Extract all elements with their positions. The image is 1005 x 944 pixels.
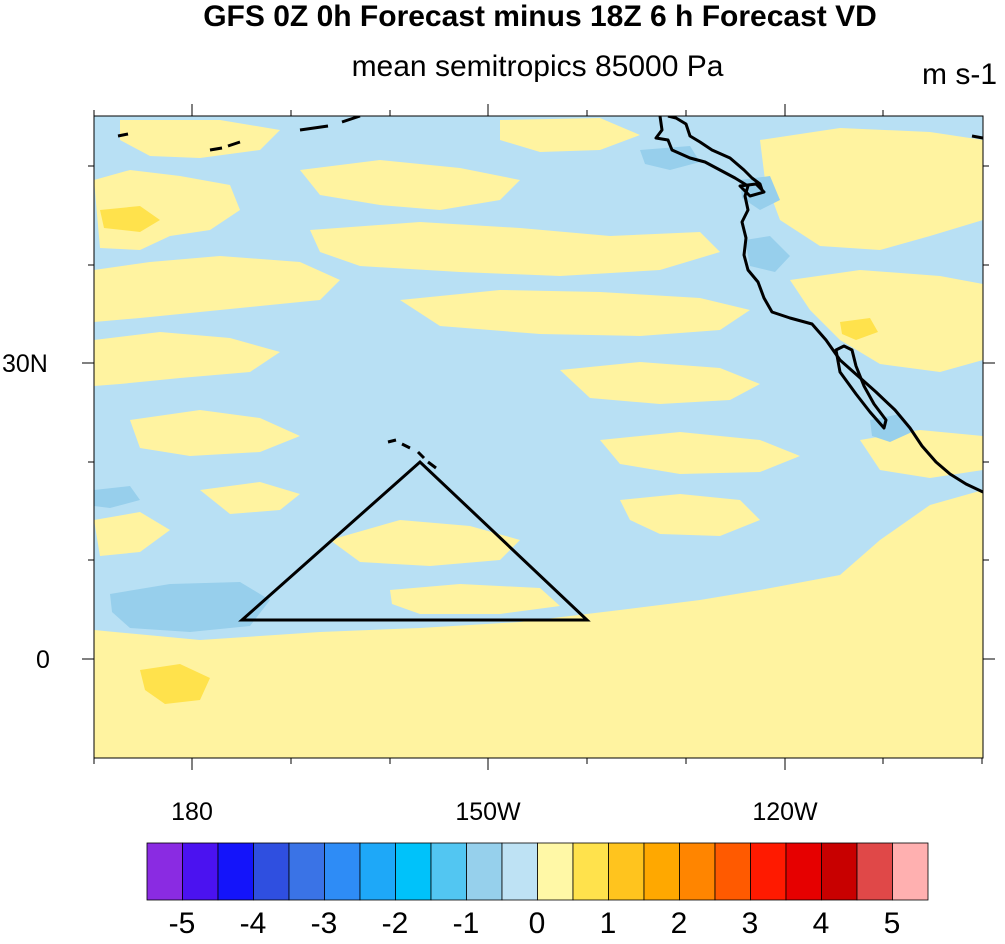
map-border bbox=[93, 115, 984, 759]
colorbar bbox=[146, 842, 929, 901]
colorbar-label: -3 bbox=[310, 907, 338, 940]
colorbar-label: 4 bbox=[812, 907, 830, 940]
colorbar-label: 0 bbox=[528, 907, 546, 940]
units-label: m s-1 bbox=[922, 58, 997, 91]
colorbar-swatch bbox=[714, 842, 751, 901]
region-triangle bbox=[238, 459, 591, 622]
colorbar-label: -5 bbox=[168, 907, 196, 940]
colorbar-swatch bbox=[537, 842, 574, 901]
colorbar-swatch bbox=[608, 842, 645, 901]
colorbar-swatch bbox=[679, 842, 716, 901]
colorbar-swatch bbox=[643, 842, 680, 901]
colorbar-label: 3 bbox=[741, 907, 759, 940]
colorbar-label: -2 bbox=[381, 907, 409, 940]
colorbar-swatch bbox=[146, 842, 183, 901]
colorbar-swatch bbox=[395, 842, 432, 901]
colorbar-swatch bbox=[430, 842, 467, 901]
lat-label-0: 0 bbox=[36, 646, 50, 674]
colorbar-swatch bbox=[288, 842, 325, 901]
colorbar-swatch bbox=[182, 842, 219, 901]
colorbar-swatch bbox=[501, 842, 538, 901]
positive-regions bbox=[94, 118, 983, 758]
colorbar-swatch bbox=[466, 842, 503, 901]
plot-subtitle: mean semitropics 85000 Pa bbox=[351, 50, 724, 83]
colorbar-swatch bbox=[324, 842, 361, 901]
lon-label-120w: 120W bbox=[752, 798, 818, 826]
lon-label-150w: 150W bbox=[455, 798, 521, 826]
colorbar-swatch bbox=[750, 842, 787, 901]
colorbar-swatch bbox=[359, 842, 396, 901]
colorbar-swatch bbox=[785, 842, 822, 901]
strong-positive-regions bbox=[100, 206, 878, 704]
colorbar-label: 1 bbox=[599, 907, 617, 940]
colorbar-swatch bbox=[217, 842, 254, 901]
colorbar-label: -1 bbox=[452, 907, 480, 940]
colorbar-swatch bbox=[253, 842, 290, 901]
colorbar-swatch bbox=[856, 842, 893, 901]
lat-label-30n: 30N bbox=[2, 350, 48, 378]
negative-regions bbox=[94, 146, 912, 632]
colorbar-label: 5 bbox=[883, 907, 901, 940]
map-field bbox=[94, 116, 983, 758]
colorbar-swatch bbox=[821, 842, 858, 901]
colorbar-label: -4 bbox=[239, 907, 267, 940]
lon-label-180: 180 bbox=[171, 798, 213, 826]
colorbar-swatch bbox=[572, 842, 609, 901]
map-ticks bbox=[82, 104, 995, 770]
colorbar-label: 2 bbox=[670, 907, 688, 940]
colorbar-swatch bbox=[892, 842, 929, 901]
plot-title: GFS 0Z 0h Forecast minus 18Z 6 h Forecas… bbox=[203, 0, 877, 33]
coastline bbox=[117, 116, 983, 494]
